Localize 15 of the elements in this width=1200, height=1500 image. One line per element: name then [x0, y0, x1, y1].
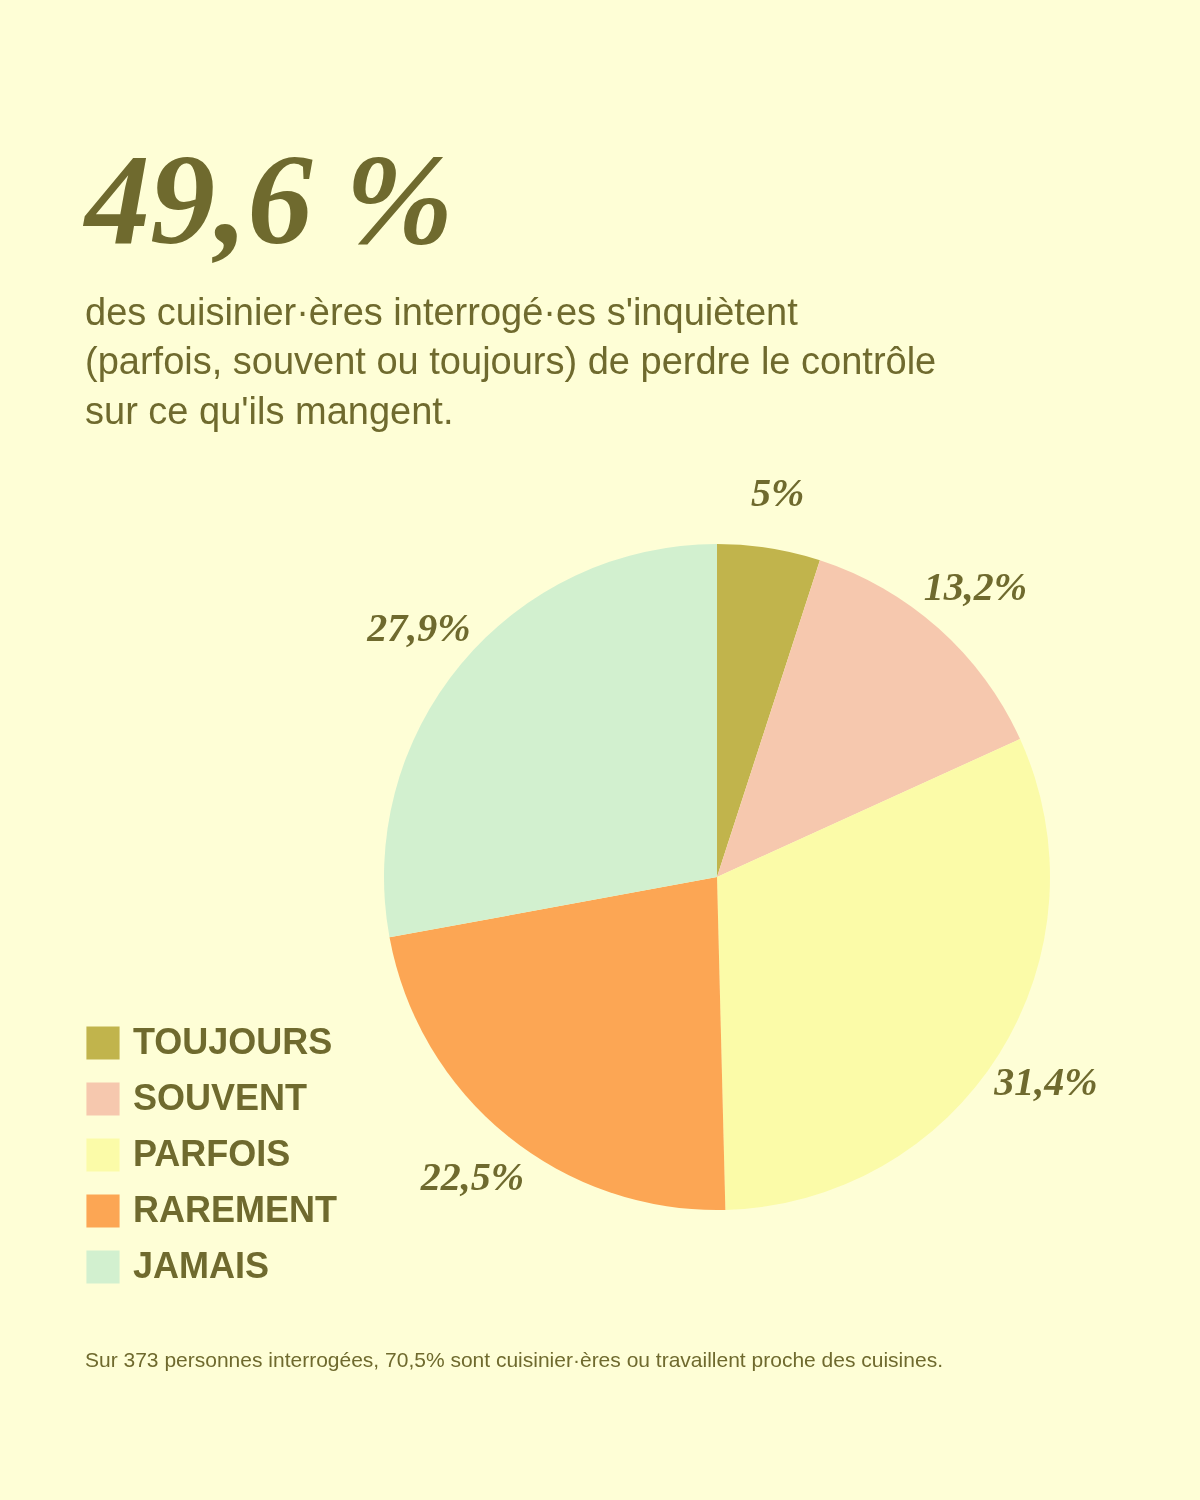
chart-title: 49,6 % — [82, 127, 454, 271]
legend-label: SOUVENT — [133, 1077, 308, 1118]
pie-slice — [389, 877, 726, 1210]
data-label: 13,2% — [923, 563, 1028, 609]
legend-label: RAREMENT — [133, 1189, 337, 1230]
pie-slice — [717, 544, 820, 877]
data-label: 22,5% — [419, 1154, 525, 1200]
data-label: 5% — [751, 469, 805, 515]
data-label: 27,9% — [366, 604, 471, 650]
legend-label: JAMAIS — [133, 1245, 270, 1286]
legend-label: TOUJOURS — [133, 1021, 333, 1062]
text: Sur 373 personnes interrogées, 70,5% sont cuisinier·ères ou travaillent proche des cuisines. — [85, 1348, 943, 1371]
legend-label: PARFOIS — [133, 1133, 291, 1174]
chart-subtitle: des cuisinier·ères interrogé·es s'inquiètent (parfois, souvent ou toujours) de perdre le contrôle sur ce qu'ils mangent. — [85, 291, 937, 432]
data-label: 31,4% — [993, 1058, 1098, 1104]
